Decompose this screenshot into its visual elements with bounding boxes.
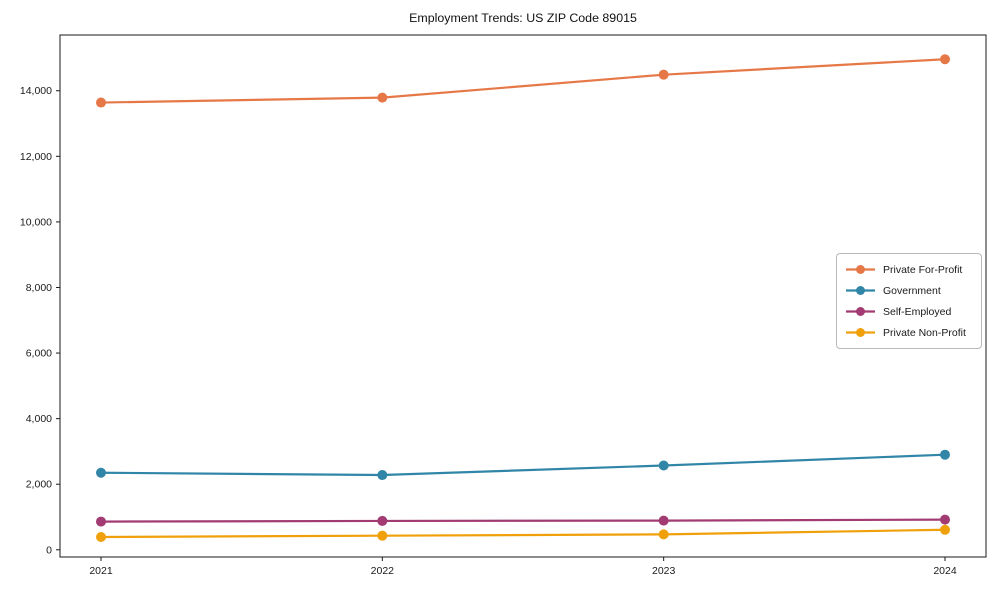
data-point-marker	[96, 97, 106, 108]
legend-marker-icon	[846, 265, 875, 274]
data-point-marker	[658, 69, 669, 80]
chart-title: Employment Trends: US ZIP Code 89015	[409, 11, 637, 25]
legend: Private For-Profit Government Self-Employe…	[836, 253, 982, 349]
y-tick-label: 0	[46, 544, 52, 556]
data-point-marker	[658, 529, 669, 540]
data-point-marker	[377, 92, 388, 103]
data-point-marker	[940, 449, 950, 460]
y-tick-label: 12,000	[20, 151, 52, 163]
y-tick-label: 2,000	[26, 479, 52, 491]
legend-label: Private Non-Profit	[883, 326, 966, 339]
data-point-marker	[658, 515, 669, 526]
legend-marker-icon	[846, 307, 875, 316]
data-point-marker	[377, 515, 388, 526]
data-point-marker	[940, 54, 950, 65]
legend-item-self-employed: Self-Employed	[845, 303, 973, 320]
y-tick-label: 8,000	[26, 282, 52, 294]
y-tick-label: 6,000	[26, 348, 52, 360]
x-tick-label: 2022	[371, 565, 395, 577]
legend-item-government: Government	[845, 282, 973, 299]
data-point-marker	[658, 460, 669, 471]
x-tick-label: 2024	[933, 565, 957, 577]
y-tick-label: 14,000	[20, 85, 52, 97]
data-point-marker	[96, 467, 106, 478]
legend-marker-icon	[846, 328, 875, 337]
data-point-marker	[377, 470, 388, 481]
legend-marker-icon	[846, 286, 875, 295]
legend-item-private-for-profit: Private For-Profit	[845, 261, 973, 278]
series-line-self-employed	[99, 518, 947, 523]
x-tick-label: 2021	[89, 565, 113, 577]
series-line-private-for-profit	[99, 58, 947, 104]
legend-item-private-non-profit: Private Non-Profit	[845, 324, 973, 341]
x-tick-label: 2023	[652, 565, 676, 577]
legend-label: Government	[883, 284, 941, 297]
legend-label: Self-Employed	[883, 305, 952, 318]
legend-label: Private For-Profit	[883, 263, 963, 276]
data-point-marker	[940, 514, 950, 525]
data-point-marker	[940, 524, 950, 535]
y-tick-label: 10,000	[20, 216, 52, 228]
axes-spines	[59, 34, 987, 558]
series-line-government	[99, 453, 947, 477]
y-tick-label: 4,000	[26, 413, 52, 425]
data-point-marker	[96, 531, 106, 542]
data-point-marker	[377, 530, 388, 541]
series-line-private-non-profit	[99, 528, 947, 539]
data-point-marker	[96, 516, 106, 527]
